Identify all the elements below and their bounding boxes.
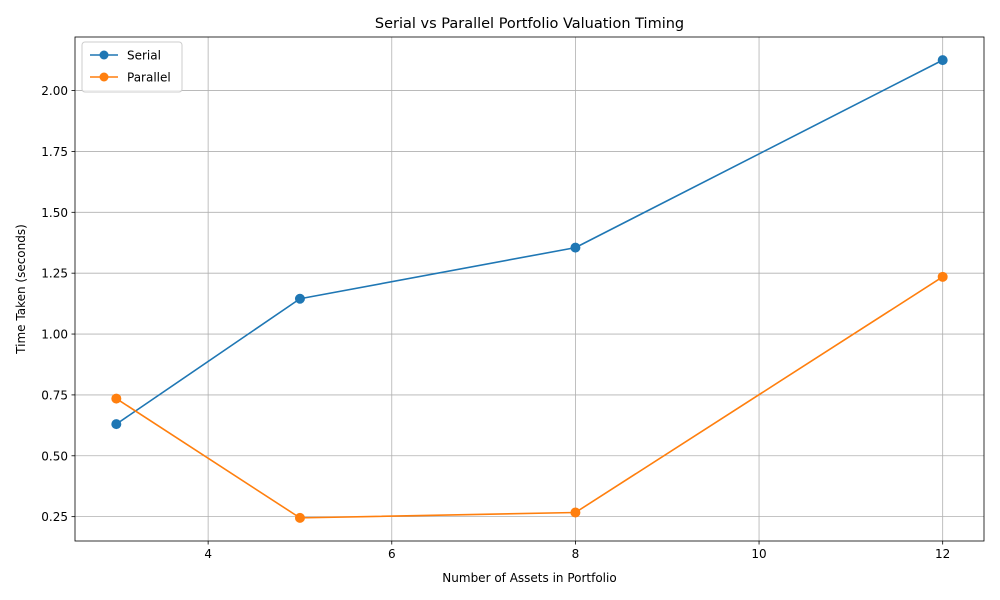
series-layer xyxy=(111,55,948,523)
series-parallel xyxy=(111,271,948,523)
y-tick-label: 0.50 xyxy=(41,449,68,463)
x-tick-label: 12 xyxy=(935,547,950,561)
ticks: 4 6 8 10 12 0.25 0.50 0.75 1.00 1.25 1.50 1.75 2.00 xyxy=(41,84,950,561)
y-tick-label: 1.25 xyxy=(41,267,68,281)
legend-marker xyxy=(99,50,109,60)
y-tick-label: 0.25 xyxy=(41,510,68,524)
legend: Serial Parallel xyxy=(81,41,183,93)
plot-area xyxy=(75,37,984,541)
x-tick-label: 4 xyxy=(204,547,212,561)
serial-point xyxy=(294,293,305,304)
y-axis-label: Time Taken (seconds) xyxy=(14,224,28,355)
serial-point xyxy=(937,55,948,66)
x-tick-label: 8 xyxy=(572,547,580,561)
legend-item-serial: Serial xyxy=(90,49,161,63)
parallel-point xyxy=(570,507,581,518)
y-tick-label: 0.75 xyxy=(41,388,68,402)
parallel-point xyxy=(937,271,948,282)
serial-line xyxy=(115,59,944,425)
legend-label: Parallel xyxy=(127,71,171,85)
x-axis-label: Number of Assets in Portfolio xyxy=(442,571,616,585)
parallel-point xyxy=(111,393,122,404)
x-tick-label: 6 xyxy=(388,547,396,561)
legend-marker xyxy=(99,72,109,82)
serial-point xyxy=(111,419,122,430)
parallel-line xyxy=(115,276,944,519)
y-tick-label: 1.75 xyxy=(41,145,68,159)
chart-title: Serial vs Parallel Portfolio Valuation T… xyxy=(375,16,684,32)
y-tick-label: 1.00 xyxy=(41,328,68,342)
plot-frame xyxy=(74,36,985,542)
y-tick-label: 1.50 xyxy=(41,206,68,220)
legend-item-parallel: Parallel xyxy=(90,71,171,85)
legend-label: Serial xyxy=(127,49,161,63)
grid xyxy=(75,37,984,541)
serial-point xyxy=(570,242,581,253)
series-serial xyxy=(111,55,948,430)
y-tick-label: 2.00 xyxy=(41,84,68,98)
parallel-point xyxy=(294,512,305,523)
x-tick-label: 10 xyxy=(751,547,766,561)
